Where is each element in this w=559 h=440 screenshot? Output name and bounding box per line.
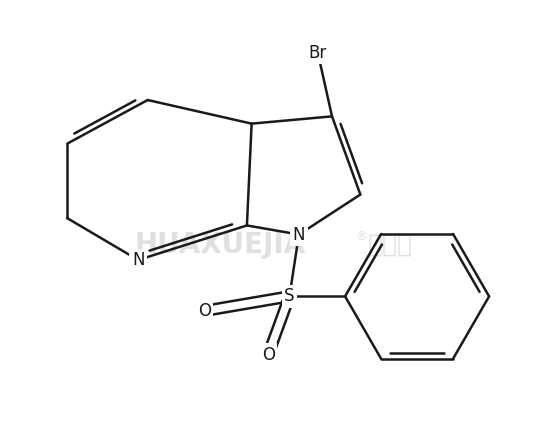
Text: S: S	[284, 287, 295, 305]
Text: O: O	[198, 302, 211, 320]
Text: HUAXUEJIA: HUAXUEJIA	[134, 231, 306, 259]
Text: N: N	[293, 226, 305, 244]
Text: N: N	[132, 251, 144, 269]
Text: 化学加: 化学加	[367, 233, 413, 257]
Text: Br: Br	[309, 44, 327, 62]
Text: O: O	[262, 345, 274, 363]
Text: ®: ®	[355, 230, 367, 243]
